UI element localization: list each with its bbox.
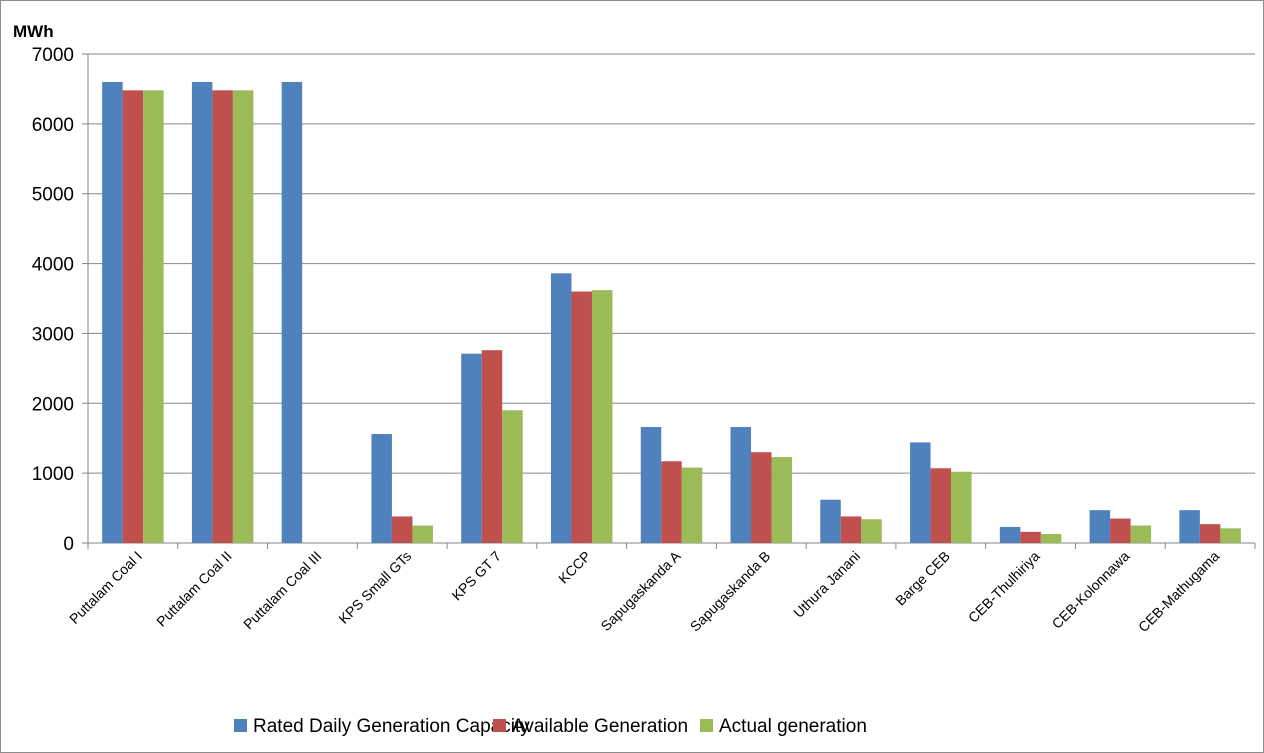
bar [640,427,662,543]
bar [212,90,233,543]
bar [232,90,254,543]
bar [930,468,952,543]
bar [191,81,213,543]
bar [412,525,433,543]
bar [1220,528,1241,543]
bar [122,90,144,543]
y-tick-label: 7000 [32,45,74,66]
bar [1089,510,1111,543]
y-tick-label: 6000 [32,115,74,136]
bar [999,526,1021,543]
bar [1040,533,1062,543]
y-tick-label: 4000 [32,255,74,276]
x-tick-label: Sapugaskanda A [597,547,684,634]
bar [102,81,123,543]
bar [820,499,841,543]
bar [371,434,392,543]
x-tick-label: Sapugaskanda B [687,548,774,635]
x-tick-label: CEB-Thulhiriya [965,548,1043,626]
bar [681,467,703,543]
y-tick-label: 0 [63,534,74,555]
bar [730,427,752,543]
x-tick-label: KCCP [555,548,594,587]
legend-label: Actual generation [719,716,867,737]
legend-swatch [493,719,506,732]
bar [910,442,931,543]
x-tick-label: Uthura Janani [790,548,863,621]
x-tick-label: Puttalam Coal I [66,548,145,627]
bar [143,90,164,543]
legend-label: Rated Daily Generation Capacity [253,716,530,737]
legend-swatch [700,719,713,732]
bar [571,291,592,543]
y-tick-label: 3000 [32,324,74,345]
bar [391,516,413,543]
x-tick-label: Barge CEB [892,548,953,609]
y-tick-label: 2000 [32,394,74,415]
bar [550,273,572,543]
bar [1020,531,1041,543]
x-tick-label: CEB-Mathugama [1135,548,1222,635]
bar [1179,510,1200,543]
bar [861,519,882,543]
bar [481,350,503,543]
x-tick-label: KPS Small GTs [335,548,414,627]
bar [951,471,972,543]
legend-swatch [234,719,247,732]
y-tick-label: 1000 [32,464,74,485]
bar [840,516,862,543]
bar [1130,525,1152,543]
x-tick-label: KPS GT 7 [448,548,504,604]
bar [591,290,613,543]
bar [461,353,482,543]
legend-label: Available Generation [512,716,688,737]
x-tick-label: CEB-Kolonnawa [1049,548,1133,632]
x-tick-label: Puttalam Coal III [240,548,324,632]
bar [771,457,793,543]
bar [281,81,303,543]
bar [751,452,772,543]
y-tick-label: 5000 [32,185,74,206]
x-tick-label: Puttalam Coal II [153,548,235,630]
bar [661,461,682,543]
bar [502,410,523,543]
bar [1110,518,1131,543]
bar [1199,524,1221,543]
y-axis-label: MWh [13,22,54,41]
